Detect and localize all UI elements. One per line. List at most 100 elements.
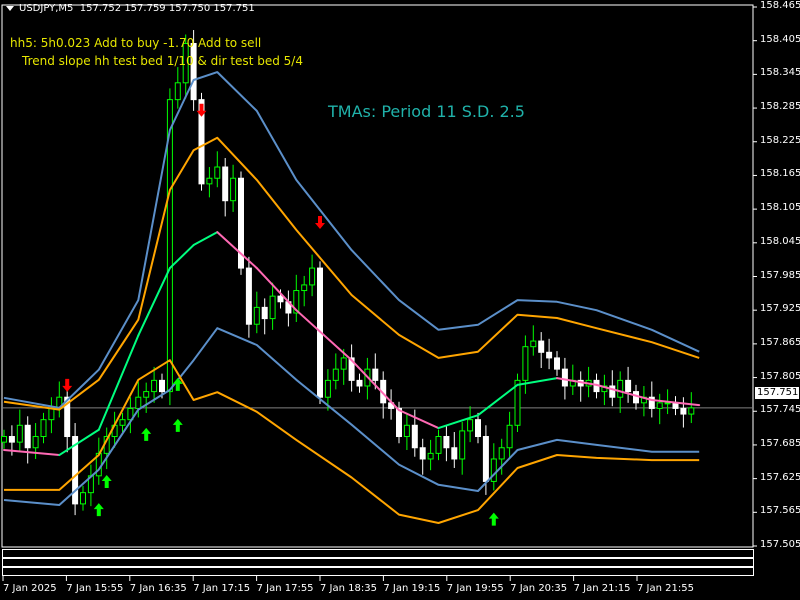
candle-bull bbox=[301, 284, 308, 292]
candle-bear bbox=[261, 306, 268, 320]
price-tick-label: 158.345 bbox=[760, 67, 800, 79]
candle-bull bbox=[459, 430, 466, 460]
time-tick-label: 7 Jan 2025 bbox=[3, 583, 57, 594]
candle-bull bbox=[1, 436, 7, 443]
candle-bear bbox=[475, 419, 481, 438]
candle-bear bbox=[64, 396, 71, 438]
candle-bull bbox=[127, 407, 134, 421]
candle-bull bbox=[174, 82, 181, 101]
price-tick-label: 158.285 bbox=[760, 101, 800, 113]
candle-bull bbox=[490, 458, 497, 482]
price-tick-label: 158.165 bbox=[760, 168, 800, 180]
candle-bull bbox=[617, 379, 624, 398]
price-tick-label: 157.565 bbox=[760, 505, 800, 517]
price-tick-label: 158.045 bbox=[760, 235, 800, 247]
center-line-segment bbox=[216, 231, 258, 270]
symbol-label: USDJPY,M5 bbox=[19, 3, 74, 14]
candle-bull bbox=[32, 436, 39, 449]
candle-bull bbox=[269, 295, 276, 320]
close-price: 157.751 bbox=[213, 3, 255, 14]
candle-bear bbox=[554, 357, 560, 370]
candle-bull bbox=[656, 402, 663, 409]
candle-bull bbox=[514, 379, 521, 426]
time-tick-label: 7 Jan 15:55 bbox=[66, 583, 124, 594]
triangle-down-icon[interactable] bbox=[6, 5, 14, 11]
candle-bear bbox=[198, 99, 205, 185]
arrow-up-icon bbox=[141, 427, 152, 441]
candle-bull bbox=[340, 357, 347, 370]
candle-bear bbox=[633, 391, 639, 404]
candle-bull bbox=[40, 419, 47, 438]
current-price-label: 157.751 bbox=[755, 387, 799, 399]
candle-bear bbox=[24, 424, 31, 449]
candle-bull bbox=[151, 379, 158, 393]
center-line-segment bbox=[556, 377, 598, 386]
indicator-panel-3[interactable] bbox=[2, 567, 754, 576]
upper-outer-band bbox=[3, 71, 700, 409]
center-line-segment bbox=[168, 244, 195, 270]
center-line-segment bbox=[398, 409, 440, 430]
candle-bull bbox=[601, 385, 608, 393]
center-line-segment bbox=[516, 377, 558, 386]
open-price: 157.752 bbox=[79, 3, 122, 14]
lower-outer-band bbox=[4, 359, 700, 524]
candle-bull bbox=[166, 99, 173, 393]
candle-bull bbox=[467, 419, 474, 432]
center-line-segment bbox=[437, 414, 479, 430]
price-tick-label: 157.985 bbox=[760, 269, 800, 281]
time-tick-label: 7 Jan 18:35 bbox=[320, 583, 377, 594]
candle-bull bbox=[498, 447, 505, 460]
candle-bear bbox=[546, 351, 553, 359]
arrow-down-icon bbox=[62, 378, 73, 392]
candle-bull bbox=[522, 346, 529, 381]
center-line-segment bbox=[97, 334, 140, 431]
candle-bull bbox=[143, 391, 150, 398]
time-tick-label: 7 Jan 19:55 bbox=[446, 583, 504, 594]
arrow-up-icon bbox=[172, 377, 183, 391]
candle-bear bbox=[625, 379, 632, 393]
arrow-up-icon bbox=[93, 503, 104, 517]
time-tick-label: 7 Jan 17:15 bbox=[193, 583, 251, 594]
candle-bull bbox=[427, 452, 434, 460]
time-tick-label: 7 Jan 21:15 bbox=[573, 583, 631, 594]
candle-bear bbox=[451, 447, 458, 460]
candle-bear bbox=[419, 447, 426, 460]
price-tick-label: 158.225 bbox=[760, 134, 800, 146]
candle-bull bbox=[214, 166, 221, 179]
time-tick-label: 7 Jan 16:35 bbox=[129, 583, 187, 594]
candle-bear bbox=[190, 42, 197, 101]
candle-bear bbox=[8, 436, 15, 443]
candle-bull bbox=[16, 424, 23, 443]
lower-inner-band bbox=[3, 327, 700, 506]
arrow-up-icon bbox=[172, 418, 183, 432]
indicator-panel-1[interactable] bbox=[2, 549, 754, 558]
time-tick-label: 7 Jan 20:35 bbox=[510, 583, 568, 594]
chart-header: USDJPY,M5 157.752 157.759 157.750 157.75… bbox=[6, 3, 255, 14]
upper-inner-band bbox=[3, 136, 700, 411]
center-line-segment bbox=[137, 267, 171, 337]
time-tick-label: 7 Jan 19:15 bbox=[383, 583, 441, 594]
candle-bull bbox=[293, 290, 300, 314]
indicator-panel-2[interactable] bbox=[2, 558, 754, 567]
price-tick-label: 158.105 bbox=[760, 202, 800, 214]
center-line-segment bbox=[350, 359, 400, 412]
candle-bear bbox=[648, 396, 655, 409]
center-line-segment bbox=[255, 267, 298, 312]
tma-label: TMAs: Period 11 S.D. 2.5 bbox=[328, 102, 525, 121]
candle-bear bbox=[443, 436, 450, 449]
candle-bear bbox=[680, 407, 687, 415]
candle-bear bbox=[609, 385, 616, 398]
candle-bull bbox=[135, 396, 142, 409]
indicator-note-2: Trend slope hh test bed 1/10 & dir test … bbox=[22, 54, 303, 68]
candle-bear bbox=[482, 436, 489, 482]
candle-bear bbox=[561, 368, 568, 387]
price-tick-label: 157.505 bbox=[760, 539, 800, 550]
high-price: 157.759 bbox=[124, 3, 166, 14]
price-tick-label: 158.465 bbox=[760, 0, 800, 11]
low-price: 157.750 bbox=[168, 3, 211, 14]
candle-bull bbox=[435, 436, 442, 454]
time-tick-label: 7 Jan 17:55 bbox=[256, 583, 314, 594]
price-tick-label: 157.745 bbox=[760, 404, 800, 416]
price-tick-label: 157.925 bbox=[760, 303, 800, 315]
